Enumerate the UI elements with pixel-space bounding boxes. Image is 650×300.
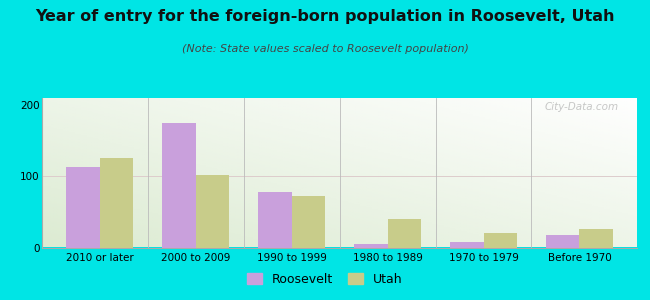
Bar (579, 229, 613, 248)
Bar (354, 244, 387, 247)
Bar (258, 192, 292, 248)
Bar (196, 175, 229, 248)
Bar (100, 158, 133, 247)
Bar (292, 196, 325, 248)
Text: City-Data.com: City-Data.com (545, 102, 619, 112)
Bar (162, 122, 196, 248)
Legend: Roosevelt, Utah: Roosevelt, Utah (242, 268, 408, 291)
Bar (66, 167, 100, 248)
Bar (450, 242, 484, 247)
Text: (Note: State values scaled to Roosevelt population): (Note: State values scaled to Roosevelt … (181, 44, 469, 53)
Bar (484, 233, 517, 247)
Bar (546, 235, 579, 248)
Text: Year of entry for the foreign-born population in Roosevelt, Utah: Year of entry for the foreign-born popul… (35, 9, 615, 24)
Bar (387, 219, 421, 248)
